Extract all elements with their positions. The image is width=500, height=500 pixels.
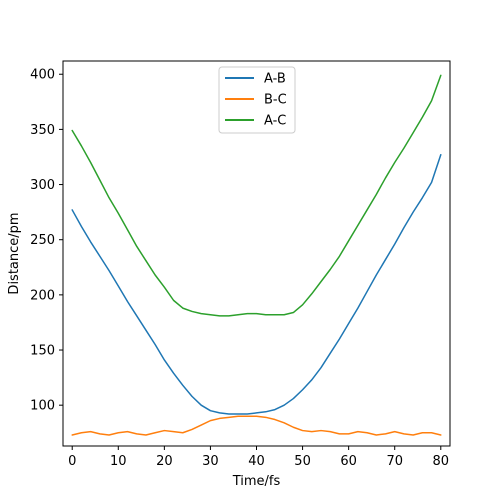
y-axis-ticks: 100 150 200 250 300 350 400 <box>30 68 63 414</box>
legend-frame <box>218 66 296 134</box>
legend-label-a-c: A-C <box>264 114 286 129</box>
x-axis-label: Time/fs <box>232 474 281 489</box>
x-tick-label: 50 <box>294 454 311 469</box>
y-tick-label: 100 <box>30 399 55 414</box>
legend-label-a-b: A-B <box>264 72 286 87</box>
series-line-a-b <box>71 154 442 415</box>
x-tick-label: 20 <box>156 454 173 469</box>
legend: A-B B-C A-C <box>218 66 296 134</box>
y-tick-label: 200 <box>30 288 55 303</box>
y-tick-label: 250 <box>30 233 55 248</box>
x-tick-label: 40 <box>248 454 265 469</box>
y-tick-label: 400 <box>30 68 55 83</box>
x-tick-label: 30 <box>202 454 219 469</box>
x-axis-ticks: 0 10 20 30 40 50 60 70 80 <box>68 446 449 469</box>
y-tick-label: 300 <box>30 178 55 193</box>
x-tick-label: 10 <box>110 454 127 469</box>
x-tick-label: 70 <box>386 454 403 469</box>
x-tick-label: 60 <box>340 454 357 469</box>
x-tick-label: 80 <box>433 454 450 469</box>
series-line-b-c <box>71 415 442 436</box>
y-axis-label: Distance/pm <box>7 212 22 294</box>
y-tick-label: 350 <box>30 123 55 138</box>
legend-label-b-c: B-C <box>264 93 287 108</box>
series-layer <box>71 74 442 436</box>
y-tick-label: 150 <box>30 344 55 359</box>
x-tick-label: 0 <box>68 454 76 469</box>
series-line-a-c <box>71 74 442 317</box>
